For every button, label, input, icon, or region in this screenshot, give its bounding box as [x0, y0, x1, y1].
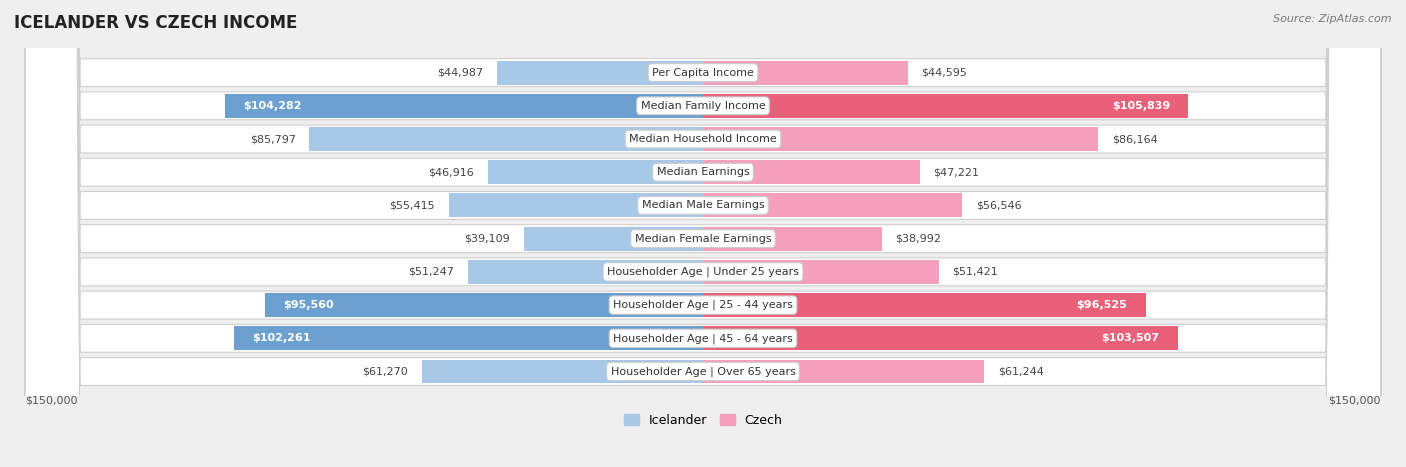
FancyBboxPatch shape — [25, 0, 1381, 467]
Text: $61,244: $61,244 — [998, 367, 1043, 376]
Text: Median Male Earnings: Median Male Earnings — [641, 200, 765, 211]
Bar — [703, 326, 1178, 350]
Bar — [468, 260, 703, 284]
Text: Householder Age | Over 65 years: Householder Age | Over 65 years — [610, 366, 796, 377]
Text: $150,000: $150,000 — [1329, 396, 1381, 405]
FancyBboxPatch shape — [25, 0, 1381, 467]
FancyBboxPatch shape — [25, 0, 1381, 467]
Bar — [703, 94, 1188, 118]
Legend: Icelander, Czech: Icelander, Czech — [619, 409, 787, 432]
FancyBboxPatch shape — [25, 0, 1381, 467]
Bar — [703, 127, 1098, 151]
FancyBboxPatch shape — [25, 0, 1381, 467]
Text: Median Earnings: Median Earnings — [657, 167, 749, 177]
FancyBboxPatch shape — [25, 0, 1381, 467]
Bar — [496, 61, 703, 85]
Text: $104,282: $104,282 — [243, 101, 301, 111]
Bar — [703, 61, 907, 85]
FancyBboxPatch shape — [25, 0, 1381, 467]
FancyBboxPatch shape — [25, 0, 1381, 467]
Text: $95,560: $95,560 — [283, 300, 333, 310]
Text: Median Household Income: Median Household Income — [628, 134, 778, 144]
Bar — [703, 293, 1146, 317]
Text: Median Female Earnings: Median Female Earnings — [634, 234, 772, 244]
FancyBboxPatch shape — [25, 0, 1381, 467]
Text: $44,595: $44,595 — [921, 68, 967, 78]
Text: Householder Age | 25 - 44 years: Householder Age | 25 - 44 years — [613, 300, 793, 311]
Bar — [225, 94, 703, 118]
Text: $85,797: $85,797 — [250, 134, 295, 144]
Bar — [264, 293, 703, 317]
Text: $55,415: $55,415 — [389, 200, 434, 211]
Text: ICELANDER VS CZECH INCOME: ICELANDER VS CZECH INCOME — [14, 14, 298, 32]
Bar — [703, 260, 939, 284]
Bar — [703, 360, 984, 383]
Text: $56,546: $56,546 — [976, 200, 1022, 211]
Bar — [703, 160, 920, 184]
Text: $51,247: $51,247 — [408, 267, 454, 277]
Text: $105,839: $105,839 — [1112, 101, 1170, 111]
Text: $96,525: $96,525 — [1077, 300, 1128, 310]
Bar — [488, 160, 703, 184]
Bar — [449, 193, 703, 218]
Bar — [309, 127, 703, 151]
Text: $86,164: $86,164 — [1112, 134, 1157, 144]
Text: $150,000: $150,000 — [25, 396, 77, 405]
Text: Householder Age | 45 - 64 years: Householder Age | 45 - 64 years — [613, 333, 793, 344]
Text: Median Family Income: Median Family Income — [641, 101, 765, 111]
Text: $51,421: $51,421 — [953, 267, 998, 277]
Bar — [422, 360, 703, 383]
Text: $103,507: $103,507 — [1101, 333, 1160, 343]
Text: $61,270: $61,270 — [363, 367, 408, 376]
Text: $44,987: $44,987 — [437, 68, 482, 78]
FancyBboxPatch shape — [25, 0, 1381, 467]
Bar — [233, 326, 703, 350]
Text: Per Capita Income: Per Capita Income — [652, 68, 754, 78]
Bar — [703, 193, 962, 218]
Text: $102,261: $102,261 — [252, 333, 311, 343]
Bar — [523, 226, 703, 251]
Text: Source: ZipAtlas.com: Source: ZipAtlas.com — [1274, 14, 1392, 24]
Bar — [703, 226, 882, 251]
Text: $38,992: $38,992 — [896, 234, 942, 244]
Text: Householder Age | Under 25 years: Householder Age | Under 25 years — [607, 267, 799, 277]
Text: $46,916: $46,916 — [429, 167, 474, 177]
Text: $47,221: $47,221 — [934, 167, 980, 177]
Text: $39,109: $39,109 — [464, 234, 510, 244]
